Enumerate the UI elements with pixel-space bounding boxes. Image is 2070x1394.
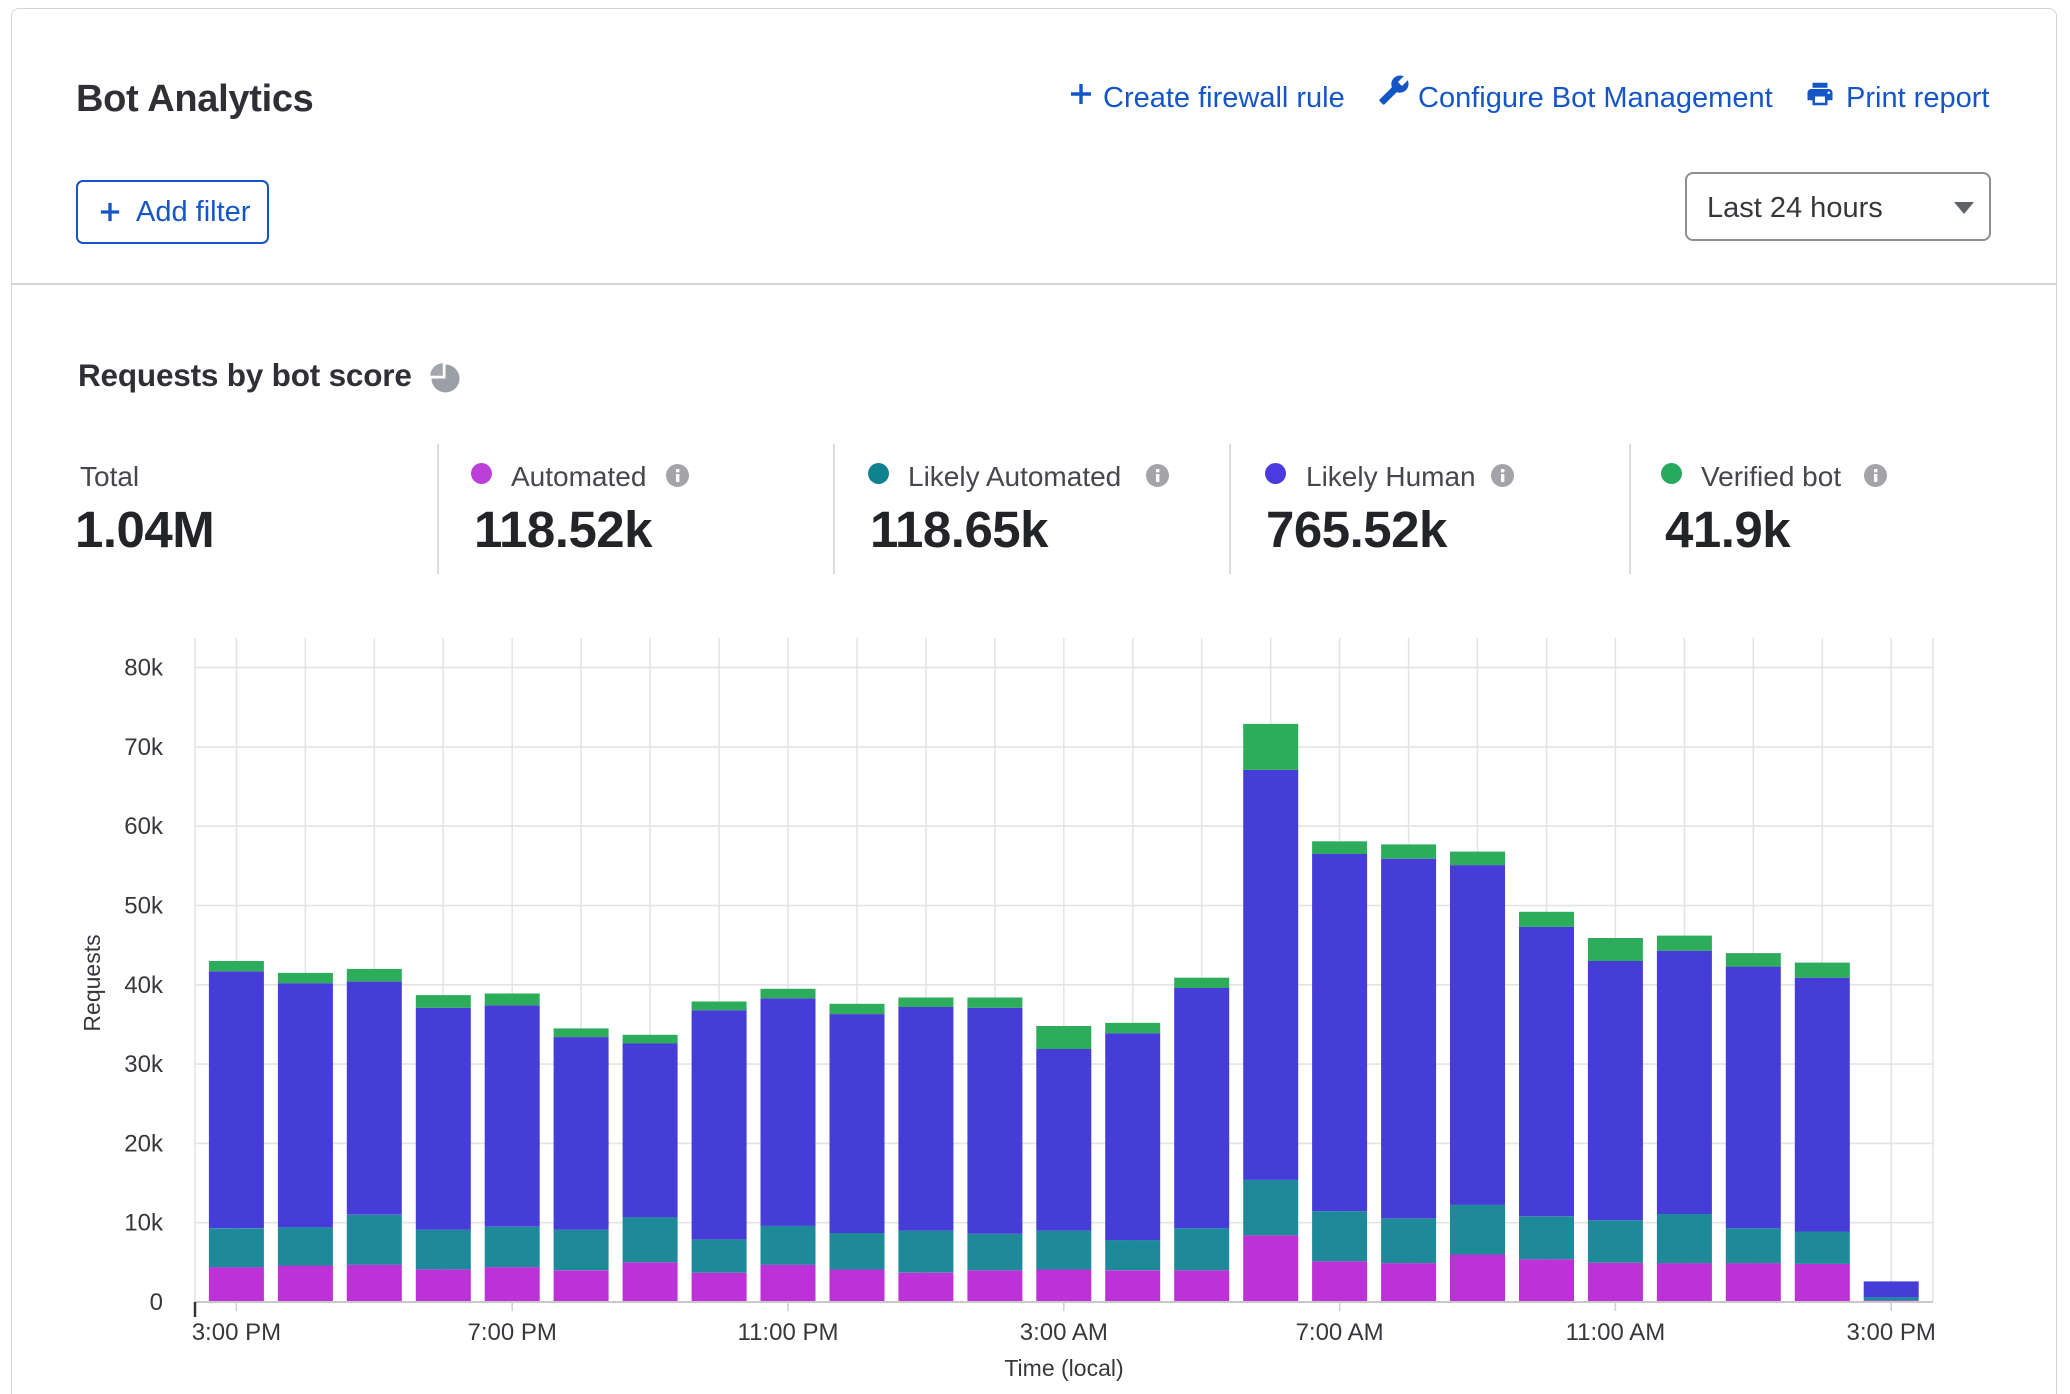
svg-text:Requests: Requests [79,934,105,1031]
svg-text:30k: 30k [124,1051,164,1078]
svg-text:40k: 40k [124,972,164,999]
svg-text:70k: 70k [124,734,164,761]
svg-text:60k: 60k [124,813,164,840]
svg-text:3:00 PM: 3:00 PM [192,1319,281,1346]
svg-text:10k: 10k [124,1210,164,1237]
svg-text:11:00 PM: 11:00 PM [738,1319,839,1346]
svg-text:3:00 AM: 3:00 AM [1020,1319,1108,1346]
svg-text:7:00 PM: 7:00 PM [468,1319,557,1346]
svg-text:80k: 80k [124,655,164,682]
svg-text:0: 0 [150,1289,163,1316]
svg-text:3:00 PM: 3:00 PM [1847,1319,1936,1346]
svg-text:50k: 50k [124,893,164,920]
svg-text:20k: 20k [124,1130,164,1157]
svg-text:Time (local): Time (local) [1004,1355,1123,1381]
svg-text:7:00 AM: 7:00 AM [1296,1319,1384,1346]
svg-text:11:00 AM: 11:00 AM [1566,1319,1666,1346]
